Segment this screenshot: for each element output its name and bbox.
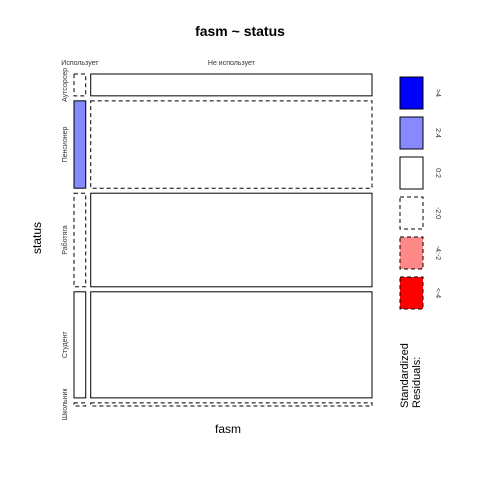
legend-swatch-3 xyxy=(399,196,424,230)
legend-swatch-2 xyxy=(399,156,424,190)
tile-работяга-not-uses xyxy=(90,192,373,288)
legend-label-3: -2:0 xyxy=(434,207,441,219)
tile-студент-uses xyxy=(73,291,87,399)
status-label-студент: Студент xyxy=(62,331,69,358)
status-label-аутсорсер: Аутсорсер xyxy=(62,68,69,102)
fasm-level-labels: Использует Не использует xyxy=(61,60,255,67)
tile-аутсорсер-not-uses xyxy=(90,73,373,97)
legend-swatch-1 xyxy=(399,116,424,150)
legend-swatch-0 xyxy=(399,76,424,110)
tile-пенсионер-not-uses xyxy=(90,100,373,189)
x-axis-title: fasm xyxy=(215,422,241,436)
chart-title: fasm ~ status xyxy=(195,23,285,39)
legend-label-0: >4 xyxy=(434,89,441,97)
legend-swatch-4 xyxy=(399,236,424,270)
residual-legend: >4 2:4 0:2 -2:0 -4:-2 <-4 Standardized Residual… xyxy=(399,76,441,408)
tile-школьник-not-uses xyxy=(90,402,373,407)
legend-title-line-1: Residuals: xyxy=(411,357,423,408)
status-label-школьник: Школьник xyxy=(62,388,69,421)
mosaic-tiles xyxy=(73,73,373,407)
status-label-работяга: Работяга xyxy=(61,225,69,254)
tile-аутсорсер-uses xyxy=(73,73,87,97)
legend-label-5: <-4 xyxy=(434,288,441,298)
status-label-пенсионер: Пенсионер xyxy=(62,127,69,163)
fasm-label-uses: Использует xyxy=(61,60,99,67)
status-level-labels: Аутсорсер Пенсионер Работяга Студент Школьни… xyxy=(61,68,69,420)
legend-swatch-5 xyxy=(399,276,424,310)
tile-пенсионер-uses xyxy=(73,100,87,189)
legend-label-2: 0:2 xyxy=(434,168,441,178)
tile-студент-not-uses xyxy=(90,291,373,399)
y-axis-title: status xyxy=(30,222,44,254)
legend-label-4: -4:-2 xyxy=(434,246,441,261)
legend-title-line-0: Standardized xyxy=(399,343,411,408)
legend-label-1: 2:4 xyxy=(434,128,441,138)
fasm-label-not-uses: Не использует xyxy=(208,60,256,67)
tile-работяга-uses xyxy=(73,192,87,288)
tile-школьник-uses xyxy=(73,402,87,407)
